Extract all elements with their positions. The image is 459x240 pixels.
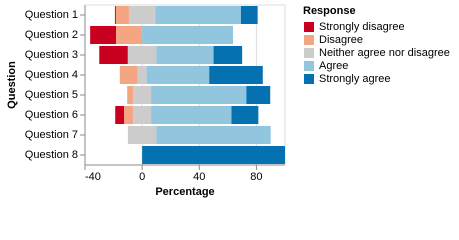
bar-segment [99,46,128,64]
bar-segment [146,66,210,84]
x-tick-label: 80 [250,171,262,183]
bar-segment [114,6,116,24]
y-tick-label: Question 5 [25,89,78,101]
bar-segment [231,106,259,124]
bar-segment [116,26,143,44]
legend-swatch [304,35,314,45]
legend-label: Strongly agree [319,73,391,85]
bar-segment [155,6,241,24]
x-tick-label: -40 [85,171,101,183]
y-tick-label: Question 7 [25,129,78,141]
bar-segment [124,106,134,124]
y-tick-label: Question 8 [25,149,78,161]
legend-label: Disagree [319,34,363,46]
bar-segment [127,86,134,104]
x-tick-label: 0 [139,171,145,183]
x-tick-label: 40 [193,171,205,183]
y-tick-label: Question 6 [25,109,78,121]
legend-label: Neither agree nor disagree [319,47,450,59]
bar-segment [151,86,247,104]
bar-segment [115,106,125,124]
x-axis-title: Percentage [155,186,214,198]
bar-segment [133,106,152,124]
bar-segment [213,46,243,64]
chart: Percentage Question Response -40 0 40 80 Que… [6,4,450,198]
legend-title: Response [303,5,356,17]
bar-segment [156,46,214,64]
bar-segment [246,86,271,104]
legend-label: Agree [319,60,348,72]
bar-segment [127,46,157,64]
bar-segment [240,6,258,24]
legend-swatch [304,48,314,58]
y-tick-label: Question 3 [25,49,78,61]
y-tick-label: Question 2 [25,29,78,41]
legend-label: Strongly disagree [319,21,405,33]
bar-segment [137,66,147,84]
legend-swatch [304,74,314,84]
y-tick-label: Question 4 [25,69,78,81]
y-tick-label: Question 1 [25,9,78,21]
legend-swatch [304,61,314,71]
bar-segment [142,26,233,44]
bar-segment [90,26,117,44]
bar-segment [119,66,138,84]
bar-segment [128,6,156,24]
bar-segment [209,66,263,84]
bar-segment [133,86,152,104]
bar-segment [115,6,129,24]
y-axis-title: Question [6,61,18,109]
bar-segment [142,146,285,164]
bar-segment [127,126,157,144]
bar-segment [156,126,271,144]
bar-segment [151,106,232,124]
legend-swatch [304,22,314,32]
